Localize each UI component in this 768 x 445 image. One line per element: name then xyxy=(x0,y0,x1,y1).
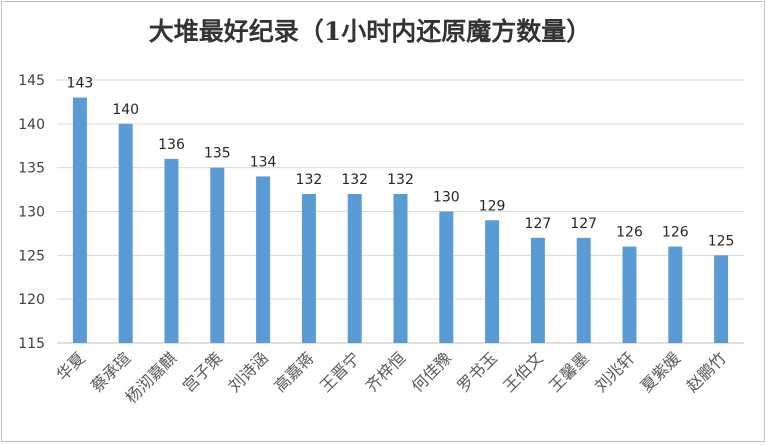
bar xyxy=(301,193,316,343)
x-tick-label: 罗书玉 xyxy=(454,348,501,395)
data-label: 140 xyxy=(112,102,139,118)
data-label: 134 xyxy=(250,154,277,170)
x-tick-label: 夏紫媛 xyxy=(637,348,684,395)
x-tick-label: 何佳豫 xyxy=(408,348,455,395)
bar xyxy=(714,255,729,343)
bar xyxy=(210,167,225,343)
y-tick-label: 135 xyxy=(18,161,45,177)
bar xyxy=(256,176,271,343)
bar xyxy=(164,158,179,343)
data-label: 135 xyxy=(204,146,231,162)
data-label: 125 xyxy=(708,233,735,249)
bar xyxy=(622,246,637,343)
y-tick-label: 130 xyxy=(18,205,45,221)
bar xyxy=(347,193,362,343)
y-tick-label: 120 xyxy=(18,292,45,308)
x-tick-label: 齐梓恒 xyxy=(362,348,409,395)
y-tick-label: 115 xyxy=(18,336,45,352)
data-label: 126 xyxy=(616,225,643,241)
x-tick-label: 王伯文 xyxy=(499,348,546,395)
x-tick-label: 华夏 xyxy=(53,348,89,384)
data-label: 129 xyxy=(479,198,506,214)
bar xyxy=(439,211,454,343)
x-tick-label: 刘诗涵 xyxy=(225,348,272,395)
data-label: 126 xyxy=(662,225,689,241)
x-tick-label: 王晋宁 xyxy=(316,348,363,395)
data-label: 132 xyxy=(341,172,368,188)
chart-title: 大堆最好纪录（1小时内还原魔方数量） xyxy=(148,17,592,46)
x-tick-label: 赵鹏竹 xyxy=(683,348,730,395)
x-tick-label: 高嘉蒋 xyxy=(270,348,317,395)
x-tick-label: 宫子策 xyxy=(179,348,226,395)
bar xyxy=(576,237,591,343)
data-label: 136 xyxy=(158,137,185,153)
data-label: 130 xyxy=(433,190,460,206)
bar xyxy=(72,97,87,344)
bar xyxy=(118,123,133,343)
x-tick-label: 王馨墨 xyxy=(545,348,592,395)
y-tick-label: 140 xyxy=(18,117,45,133)
data-label: 143 xyxy=(67,76,94,92)
bar xyxy=(530,237,545,343)
bar xyxy=(485,220,500,343)
data-label: 132 xyxy=(296,172,323,188)
y-tick-label: 145 xyxy=(18,73,45,89)
data-label: 127 xyxy=(525,216,552,232)
bar xyxy=(668,246,683,343)
y-tick-label: 125 xyxy=(18,248,45,264)
x-tick-label: 杨沏嘉麒 xyxy=(122,348,181,407)
bar xyxy=(393,193,408,343)
data-label: 132 xyxy=(387,172,414,188)
data-label: 127 xyxy=(570,216,597,232)
x-tick-label: 刘兆轩 xyxy=(591,348,638,395)
